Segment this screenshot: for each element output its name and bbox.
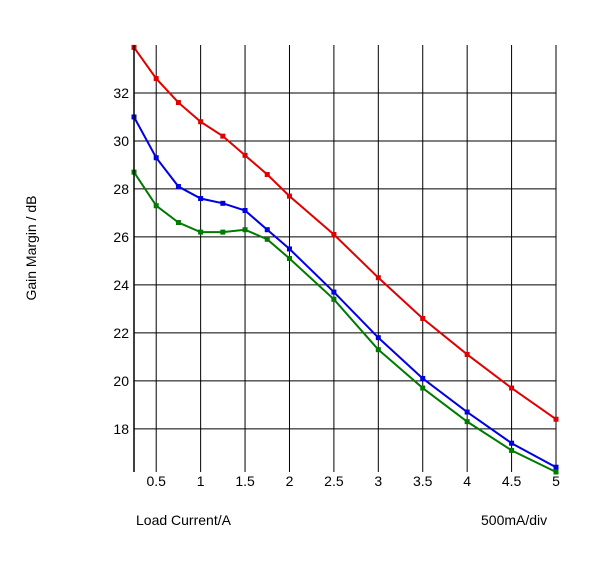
y-tick-labels: 18 20 22 24 26 28 30 32 — [113, 85, 129, 437]
y-tick-label: 28 — [113, 181, 129, 197]
y-tick-label: 32 — [113, 85, 129, 101]
data-point — [286, 193, 292, 199]
data-point — [509, 440, 515, 446]
data-point — [198, 196, 204, 202]
data-point — [553, 469, 559, 475]
data-point — [198, 119, 204, 125]
x-tick-label: 5 — [552, 473, 560, 489]
data-point — [264, 172, 270, 178]
x-axis-label: Load Current/A — [136, 512, 231, 528]
data-point — [375, 335, 381, 341]
data-point — [242, 152, 248, 158]
data-point — [509, 385, 515, 391]
data-point — [286, 256, 292, 261]
data-point — [331, 289, 337, 295]
series-3 — [131, 169, 559, 475]
data-point — [331, 232, 337, 238]
data-point — [331, 296, 337, 302]
x-tick-label: 2 — [286, 473, 294, 489]
data-point — [375, 275, 381, 281]
y-tick-label: 18 — [113, 421, 129, 437]
series-line — [133, 46, 557, 421]
grid-lines — [134, 45, 557, 472]
x-tick-label: 2.5 — [324, 473, 344, 489]
data-point — [286, 246, 292, 252]
y-tick-label: 24 — [113, 277, 129, 293]
x-division-note: 500mA/div — [481, 512, 548, 528]
data-point — [264, 236, 270, 242]
series-line — [133, 116, 557, 469]
data-point — [553, 416, 559, 422]
data-point — [464, 351, 470, 357]
x-tick-label: 3.5 — [413, 473, 433, 489]
data-point — [153, 203, 159, 209]
x-tick-label: 1.5 — [235, 473, 255, 489]
series-line — [133, 171, 557, 473]
y-tick-label: 30 — [113, 133, 129, 149]
data-point — [264, 227, 270, 233]
data-point — [175, 184, 181, 190]
data-point — [153, 155, 159, 161]
data-point — [242, 208, 248, 214]
data-point — [242, 227, 248, 233]
data-point — [198, 229, 204, 235]
y-axis-label: Gain Margin / dB — [23, 195, 39, 301]
data-point — [420, 385, 426, 391]
x-tick-label: 3 — [374, 473, 382, 489]
data-point — [464, 419, 470, 425]
series-layer — [131, 44, 559, 475]
y-tick-label: 20 — [113, 373, 129, 389]
data-point — [375, 347, 381, 353]
data-point — [553, 464, 559, 470]
x-tick-label: 4.5 — [502, 473, 522, 489]
y-tick-label: 22 — [113, 325, 129, 341]
x-tick-label: 4 — [463, 473, 471, 489]
x-tick-labels: 0.5 1 1.5 2 2.5 3 3.5 4 4.5 5 — [146, 473, 560, 489]
data-point — [220, 200, 226, 206]
data-point — [464, 409, 470, 415]
data-point — [420, 315, 426, 321]
data-point — [175, 220, 181, 226]
x-tick-label: 0.5 — [146, 473, 166, 489]
data-point — [509, 447, 515, 453]
series-2 — [131, 114, 559, 470]
data-point — [153, 76, 159, 82]
data-point — [220, 133, 226, 139]
y-tick-label: 26 — [113, 229, 129, 245]
data-point — [220, 229, 226, 235]
x-tick-label: 1 — [197, 473, 205, 489]
series-1 — [131, 44, 559, 422]
data-point — [420, 375, 426, 381]
data-point — [175, 100, 181, 106]
